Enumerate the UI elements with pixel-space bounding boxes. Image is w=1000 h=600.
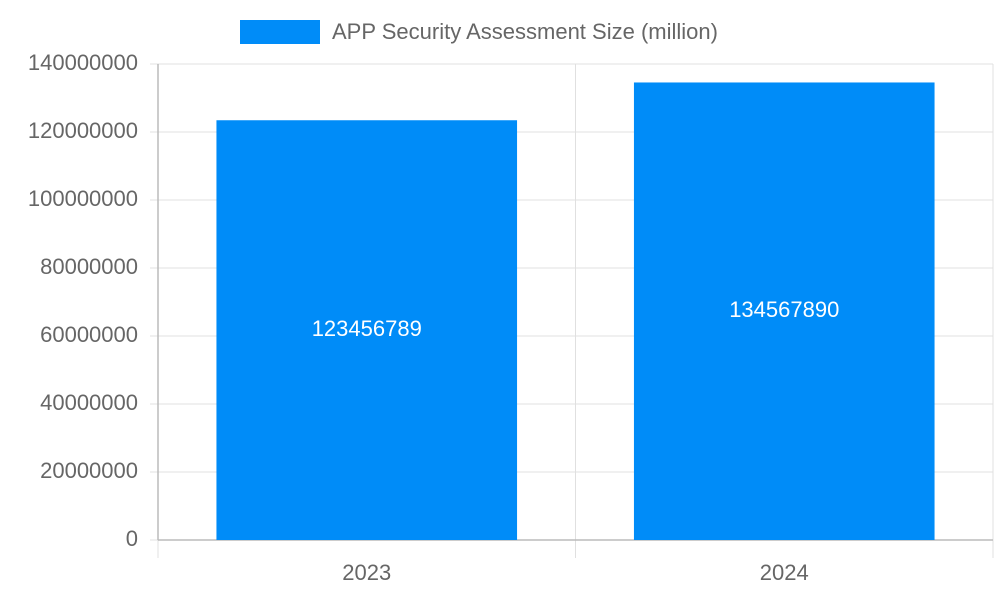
legend-swatch [240, 20, 320, 44]
y-tick-label: 20000000 [40, 458, 138, 483]
bar [216, 120, 518, 540]
y-tick-label: 60000000 [40, 322, 138, 347]
y-tick-label: 120000000 [28, 118, 138, 143]
x-tick-label: 2024 [760, 560, 809, 585]
data-label: 134567890 [729, 297, 839, 322]
y-tick-label: 0 [126, 526, 138, 551]
data-label: 123456789 [312, 316, 422, 341]
y-tick-label: 80000000 [40, 254, 138, 279]
y-tick-label: 100000000 [28, 186, 138, 211]
bar [633, 82, 935, 540]
legend-label: APP Security Assessment Size (million) [332, 19, 718, 44]
y-tick-label: 140000000 [28, 50, 138, 75]
y-tick-label: 40000000 [40, 390, 138, 415]
x-tick-label: 2023 [342, 560, 391, 585]
